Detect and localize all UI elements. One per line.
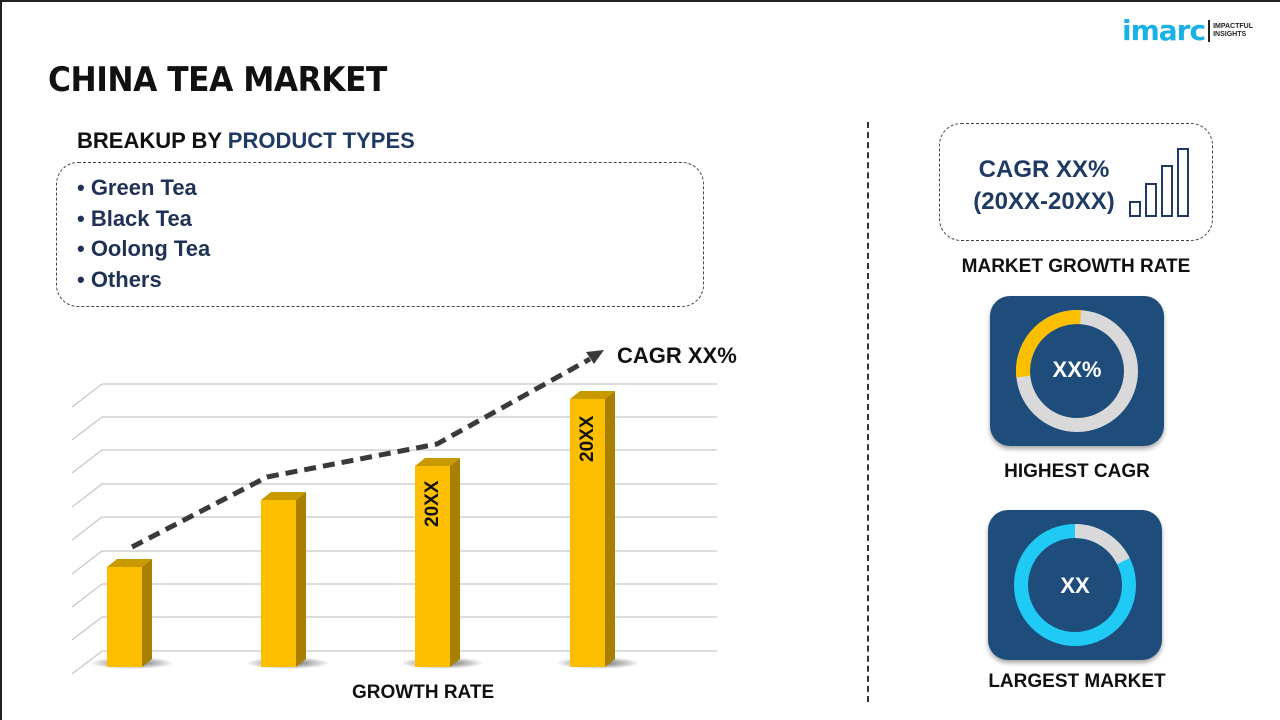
list-item: • Oolong Tea [77, 236, 211, 261]
grid-lines [71, 383, 717, 675]
chart-x-label: GROWTH RATE [352, 682, 495, 703]
list-item: • Green Tea [77, 175, 197, 200]
largest-market-tile: XX [988, 510, 1162, 660]
bar-4 [570, 391, 615, 667]
list-item: • Others [77, 266, 162, 292]
page-title: CHINA TEA MARKET [48, 60, 387, 100]
growth-bar-chart [71, 350, 717, 675]
highest-cagr-label: HIGHEST CAGR [1004, 461, 1150, 482]
bar-1 [107, 559, 152, 667]
bar-chart-icon [1129, 148, 1189, 217]
breakup-heading: BREAKUP BY PRODUCT TYPES [77, 128, 415, 154]
logo-tagline: IMPACTFUL INSIGHTS [1213, 23, 1253, 39]
list-item: • Black Tea [77, 205, 192, 231]
highest-cagr-donut [1016, 310, 1138, 432]
cagr-box: CAGR XX% (20XX-20XX) [939, 123, 1213, 241]
cagr-text: CAGR XX% (20XX-20XX) [954, 154, 1134, 218]
logo-separator [1208, 19, 1211, 42]
bar-3-label: 20XX [422, 480, 443, 527]
trend-line [130, 356, 592, 550]
bar-4-label: 20XX [577, 415, 598, 462]
highest-cagr-value: XX% [1052, 357, 1102, 382]
largest-market-label: LARGEST MARKET [988, 671, 1166, 692]
bar-2 [261, 492, 306, 667]
breakup-heading-highlight: PRODUCT TYPES [227, 128, 415, 153]
cagr-line-1: CAGR XX% [978, 156, 1110, 183]
cagr-line-2: (20XX-20XX) [973, 188, 1115, 215]
largest-market-donut [1014, 524, 1136, 646]
largest-market-value: XX [1060, 573, 1090, 598]
imarc-logo: imarc IMPACTFUL INSIGHTS [1122, 14, 1253, 47]
market-growth-label: MARKET GROWTH RATE [961, 256, 1191, 277]
product-types-list: • Green Tea • Black Tea • Oolong Tea • O… [56, 162, 704, 307]
logo-tagline-2: INSIGHTS [1213, 30, 1247, 38]
breakup-heading-prefix: BREAKUP BY [77, 128, 222, 153]
vertical-divider [867, 122, 869, 702]
highest-cagr-tile: XX% [990, 296, 1164, 446]
trend-arrow-icon [586, 350, 604, 364]
bar-3 [415, 458, 460, 667]
logo-word: imarc [1122, 14, 1206, 47]
logo-tagline-1: IMPACTFUL [1213, 22, 1253, 30]
chart-cagr-label: CAGR XX% [617, 343, 737, 368]
